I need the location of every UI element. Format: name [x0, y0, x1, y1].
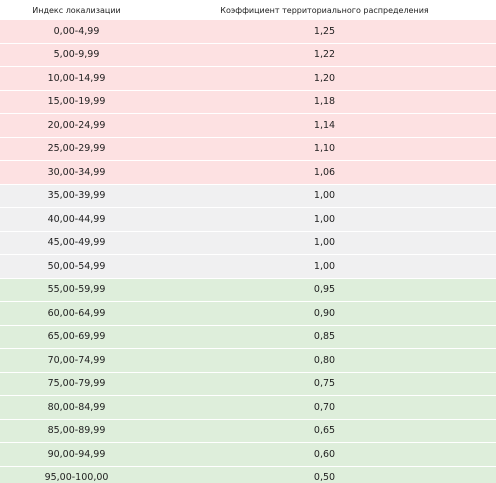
index-range-cell: 75,00-79,99 [0, 372, 153, 396]
coefficient-cell: 1,00 [153, 184, 496, 208]
index-range-cell: 35,00-39,99 [0, 184, 153, 208]
coefficient-cell: 1,10 [153, 137, 496, 161]
index-range-cell: 50,00-54,99 [0, 254, 153, 279]
index-range-cell: 45,00-49,99 [0, 231, 153, 255]
coefficient-cell: 1,25 [153, 20, 496, 44]
index-range-cell: 60,00-64,99 [0, 301, 153, 326]
table-row: 15,00-19,99 1,18 [0, 90, 496, 114]
table-row: 55,00-59,99 0,95 [0, 278, 496, 302]
coefficient-cell: 1,14 [153, 113, 496, 138]
coefficient-cell: 0,50 [153, 466, 496, 483]
table-row: 90,00-94,99 0,60 [0, 442, 496, 467]
index-range-cell: 55,00-59,99 [0, 278, 153, 302]
coefficient-cell: 1,18 [153, 90, 496, 114]
table-row: 70,00-74,99 0,80 [0, 348, 496, 373]
table-row: 50,00-54,99 1,00 [0, 254, 496, 279]
coefficient-cell: 1,20 [153, 66, 496, 91]
table-row: 40,00-44,99 1,00 [0, 207, 496, 232]
index-range-cell: 65,00-69,99 [0, 325, 153, 349]
coefficient-cell: 0,85 [153, 325, 496, 349]
coefficient-cell: 0,60 [153, 442, 496, 467]
coefficient-cell: 0,70 [153, 395, 496, 420]
header-localization-index: Индекс локализации [0, 0, 153, 20]
index-range-cell: 95,00-100,00 [0, 466, 153, 483]
index-range-cell: 25,00-29,99 [0, 137, 153, 161]
header-distribution-coefficient: Коэффициент территориального распределен… [153, 0, 496, 20]
table-row: 95,00-100,00 0,50 [0, 466, 496, 483]
table-row: 10,00-14,99 1,20 [0, 66, 496, 91]
index-range-cell: 40,00-44,99 [0, 207, 153, 232]
index-range-cell: 85,00-89,99 [0, 419, 153, 443]
coefficient-cell: 0,75 [153, 372, 496, 396]
table-body: 0,00-4,99 1,25 5,00-9,99 1,22 10,00-14,99 1… [0, 20, 496, 483]
index-range-cell: 5,00-9,99 [0, 43, 153, 67]
table-header-row: Индекс локализации Коэффициент территори… [0, 0, 496, 20]
index-range-cell: 30,00-34,99 [0, 160, 153, 185]
index-range-cell: 15,00-19,99 [0, 90, 153, 114]
table-row: 30,00-34,99 1,06 [0, 160, 496, 185]
coefficient-cell: 0,80 [153, 348, 496, 373]
coefficient-cell: 1,00 [153, 207, 496, 232]
coefficient-cell: 1,00 [153, 254, 496, 279]
index-range-cell: 20,00-24,99 [0, 113, 153, 138]
index-range-cell: 80,00-84,99 [0, 395, 153, 420]
index-range-cell: 90,00-94,99 [0, 442, 153, 467]
table-row: 25,00-29,99 1,10 [0, 137, 496, 161]
index-range-cell: 0,00-4,99 [0, 20, 153, 44]
index-range-cell: 10,00-14,99 [0, 66, 153, 91]
coefficient-cell: 1,22 [153, 43, 496, 67]
coefficient-cell: 1,06 [153, 160, 496, 185]
coefficient-cell: 0,95 [153, 278, 496, 302]
table-row: 5,00-9,99 1,22 [0, 43, 496, 67]
table-row: 85,00-89,99 0,65 [0, 419, 496, 443]
index-range-cell: 70,00-74,99 [0, 348, 153, 373]
table-row: 65,00-69,99 0,85 [0, 325, 496, 349]
table-row: 45,00-49,99 1,00 [0, 231, 496, 255]
coefficient-cell: 0,90 [153, 301, 496, 326]
table-row: 0,00-4,99 1,25 [0, 20, 496, 44]
coefficient-cell: 0,65 [153, 419, 496, 443]
table-row: 35,00-39,99 1,00 [0, 184, 496, 208]
table-row: 60,00-64,99 0,90 [0, 301, 496, 326]
table-row: 75,00-79,99 0,75 [0, 372, 496, 396]
table-row: 80,00-84,99 0,70 [0, 395, 496, 420]
coefficient-cell: 1,00 [153, 231, 496, 255]
table-row: 20,00-24,99 1,14 [0, 113, 496, 138]
